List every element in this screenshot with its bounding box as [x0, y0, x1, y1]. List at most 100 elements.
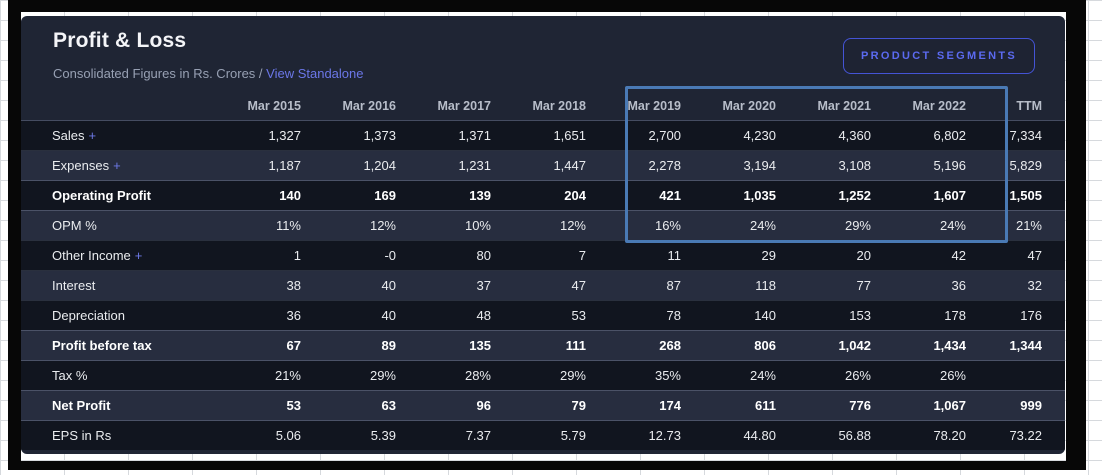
cell-tax-mar-2022: 26%	[939, 367, 966, 383]
cell-other-income-mar-2021: 20	[856, 247, 871, 263]
row-label-eps-in-rs: EPS in Rs	[52, 427, 112, 443]
row-label-depreciation: Depreciation	[52, 307, 125, 323]
table-body: Sales + 1,327 1,373 1,371 1,651 2,700 4,230 4,36…	[21, 120, 1065, 450]
cell-depreciation-ttm: 176	[1020, 307, 1042, 323]
cell-expenses-mar-2018: 1,447	[553, 157, 586, 173]
cell-depreciation-mar-2016: 40	[381, 307, 396, 323]
col-header-mar-2020: Mar 2020	[722, 98, 776, 113]
cell-opm-mar-2018: 12%	[559, 217, 586, 233]
cell-eps-in-rs-mar-2022: 78.20	[933, 427, 966, 443]
row-label-interest: Interest	[52, 277, 96, 293]
cell-profit-before-tax-ttm: 1,344	[1009, 337, 1042, 353]
cell-operating-profit-mar-2017: 139	[469, 187, 491, 203]
cell-sales-mar-2015: 1,327	[268, 127, 301, 143]
col-header-mar-2019: Mar 2019	[627, 98, 681, 113]
cell-interest-mar-2018: 47	[571, 277, 586, 293]
table-row-opm: OPM % 11% 12% 10% 12% 16% 24% 29% 24% 21%	[21, 210, 1065, 240]
header-row: Mar 2015 Mar 2016 Mar 2017 Mar 2018 Mar 2019…	[21, 92, 1065, 120]
cell-opm-mar-2020: 24%	[749, 217, 776, 233]
table-row-tax: Tax % 21% 29% 28% 29% 35% 24% 26% 26%	[21, 360, 1065, 390]
col-header-mar-2021: Mar 2021	[817, 98, 871, 113]
cell-tax-mar-2018: 29%	[559, 367, 586, 383]
col-header-ttm: TTM	[1016, 98, 1042, 113]
cell-expenses-mar-2020: 3,194	[743, 157, 776, 173]
cell-sales-mar-2022: 6,802	[933, 127, 966, 143]
profit-loss-panel: Profit & Loss Consolidated Figures in Rs…	[21, 16, 1065, 454]
row-label-opm: OPM %	[52, 217, 97, 233]
cell-net-profit-mar-2015: 53	[286, 397, 301, 413]
table-row-net-profit: Net Profit 53 63 96 79 174 611 776 1,067 999	[21, 390, 1065, 420]
cell-net-profit-mar-2021: 776	[849, 397, 871, 413]
cell-net-profit-ttm: 999	[1020, 397, 1042, 413]
cell-other-income-mar-2022: 42	[951, 247, 966, 263]
cell-other-income-mar-2015: 1	[293, 247, 301, 263]
page-title: Profit & Loss	[53, 29, 187, 52]
subtitle-text: Consolidated Figures in Rs. Crores /	[53, 66, 263, 81]
cell-opm-mar-2015: 11%	[275, 217, 301, 233]
table-row-expenses: Expenses + 1,187 1,204 1,231 1,447 2,278 3,194 3…	[21, 150, 1065, 180]
col-header-mar-2017: Mar 2017	[437, 98, 491, 113]
product-segments-button[interactable]: PRODUCT SEGMENTS	[843, 38, 1035, 74]
cell-sales-mar-2020: 4,230	[743, 127, 776, 143]
cell-sales-mar-2016: 1,373	[363, 127, 396, 143]
cell-operating-profit-mar-2018: 204	[564, 187, 586, 203]
subtitle: Consolidated Figures in Rs. Crores / Vie…	[53, 66, 364, 81]
row-label-net-profit: Net Profit	[52, 397, 111, 413]
cell-operating-profit-mar-2015: 140	[279, 187, 301, 203]
cell-tax-mar-2021: 26%	[844, 367, 871, 383]
cell-expenses-mar-2021: 3,108	[838, 157, 871, 173]
cell-net-profit-mar-2018: 79	[571, 397, 586, 413]
cell-interest-mar-2016: 40	[381, 277, 396, 293]
cell-other-income-mar-2017: 80	[476, 247, 491, 263]
cell-sales-mar-2019: 2,700	[648, 127, 681, 143]
cell-operating-profit-ttm: 1,505	[1009, 187, 1042, 203]
cell-expenses-mar-2019: 2,278	[648, 157, 681, 173]
row-label-expenses[interactable]: Expenses +	[52, 157, 121, 173]
cell-opm-mar-2016: 12%	[369, 217, 396, 233]
cell-tax-ttm	[966, 360, 1065, 390]
cell-depreciation-mar-2021: 153	[849, 307, 871, 323]
cell-profit-before-tax-mar-2022: 1,434	[933, 337, 966, 353]
row-label-operating-profit: Operating Profit	[52, 187, 151, 203]
cell-operating-profit-mar-2021: 1,252	[838, 187, 871, 203]
view-standalone-link[interactable]: View Standalone	[266, 66, 364, 81]
cell-expenses-mar-2015: 1,187	[268, 157, 301, 173]
corner-header	[21, 92, 206, 120]
cell-profit-before-tax-mar-2017: 135	[469, 337, 491, 353]
table-row-depreciation: Depreciation 36 40 48 53 78 140 153 178 176	[21, 300, 1065, 330]
expand-plus-icon: +	[134, 247, 143, 263]
cell-eps-in-rs-mar-2021: 56.88	[838, 427, 871, 443]
table-row-sales: Sales + 1,327 1,373 1,371 1,651 2,700 4,230 4,36…	[21, 120, 1065, 150]
cell-profit-before-tax-mar-2015: 67	[286, 337, 301, 353]
cell-other-income-mar-2019: 11	[667, 247, 682, 263]
cell-net-profit-mar-2020: 611	[755, 397, 776, 413]
cell-eps-in-rs-mar-2016: 5.39	[370, 427, 396, 443]
cell-profit-before-tax-mar-2020: 806	[754, 337, 776, 353]
cell-eps-in-rs-mar-2015: 5.06	[275, 427, 301, 443]
cell-net-profit-mar-2016: 63	[381, 397, 396, 413]
col-header-mar-2018: Mar 2018	[532, 98, 586, 113]
cell-expenses-ttm: 5,829	[1009, 157, 1042, 173]
cell-depreciation-mar-2020: 140	[754, 307, 776, 323]
table-row-profit-before-tax: Profit before tax 67 89 135 111 268 806 1,042 1,…	[21, 330, 1065, 360]
cell-opm-mar-2021: 29%	[844, 217, 871, 233]
cell-eps-in-rs-ttm: 73.22	[1009, 427, 1042, 443]
cell-other-income-mar-2016: -0	[384, 247, 396, 263]
cell-eps-in-rs-mar-2020: 44.80	[743, 427, 776, 443]
cell-operating-profit-mar-2020: 1,035	[743, 187, 776, 203]
cell-depreciation-mar-2015: 36	[286, 307, 301, 323]
profit-loss-table: Mar 2015 Mar 2016 Mar 2017 Mar 2018 Mar 2019…	[21, 92, 1065, 450]
cell-tax-mar-2020: 24%	[749, 367, 776, 383]
col-header-mar-2022: Mar 2022	[912, 98, 966, 113]
expand-plus-icon: +	[113, 157, 121, 173]
table-row-other-income: Other Income + 1 -0 80 7 11 29 20 42 47	[21, 240, 1065, 270]
cell-interest-mar-2019: 87	[666, 277, 681, 293]
cell-depreciation-mar-2022: 178	[944, 307, 966, 323]
cell-eps-in-rs-mar-2017: 7.37	[465, 427, 491, 443]
table-header: Mar 2015 Mar 2016 Mar 2017 Mar 2018 Mar 2019…	[21, 92, 1065, 120]
cell-sales-mar-2018: 1,651	[553, 127, 586, 143]
col-header-mar-2015: Mar 2015	[247, 98, 301, 113]
row-label-other-income[interactable]: Other Income +	[52, 247, 143, 263]
cell-net-profit-mar-2022: 1,067	[933, 397, 966, 413]
row-label-sales[interactable]: Sales +	[52, 127, 97, 143]
